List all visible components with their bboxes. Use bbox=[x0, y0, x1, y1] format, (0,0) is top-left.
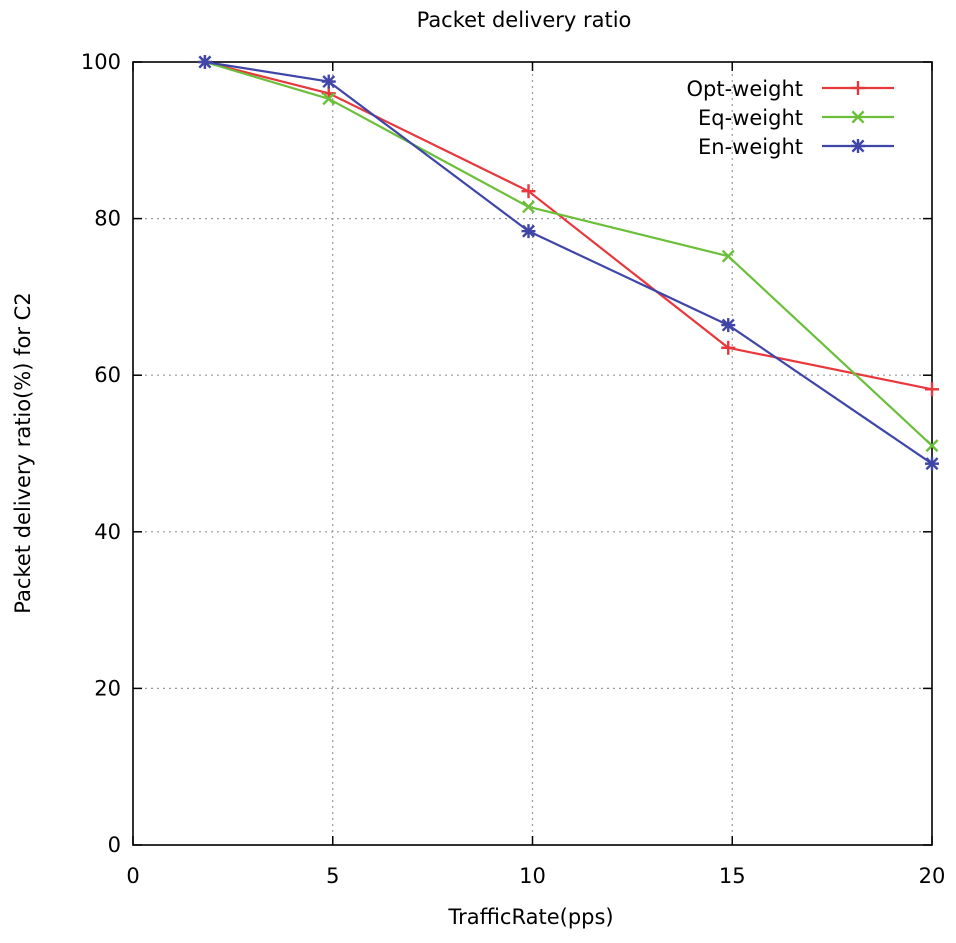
data-point bbox=[321, 74, 336, 89]
legend-label: Opt-weight bbox=[687, 77, 803, 101]
grid-lines bbox=[133, 62, 932, 845]
legend-entry: Opt-weight bbox=[687, 77, 894, 101]
data-point bbox=[521, 224, 536, 239]
series-en-weight bbox=[197, 55, 939, 471]
y-tick-label: 0 bbox=[108, 833, 121, 857]
y-tick-label: 80 bbox=[94, 207, 121, 231]
marker-stroke bbox=[198, 55, 212, 69]
series-line-opt-weight bbox=[204, 60, 933, 391]
series-line-en-weight bbox=[204, 60, 933, 465]
x-tick-label: 20 bbox=[919, 864, 946, 888]
marker-stroke bbox=[851, 110, 865, 124]
marker-stroke bbox=[721, 318, 735, 332]
marker-stroke bbox=[522, 200, 535, 214]
legend: Opt-weight Eq-weight En-weight bbox=[687, 77, 894, 159]
axes: 0 5 10 15 20 0 20 40 60 80 100 bbox=[81, 50, 945, 888]
series-opt-weight bbox=[197, 55, 939, 397]
marker-stroke bbox=[851, 139, 865, 153]
marker-stroke bbox=[322, 75, 336, 89]
x-tick-label: 10 bbox=[519, 864, 546, 888]
series-group bbox=[197, 55, 939, 471]
data-point bbox=[925, 456, 939, 471]
legend-label: Eq-weight bbox=[698, 106, 803, 130]
data-point bbox=[322, 92, 336, 106]
legend-label: En-weight bbox=[698, 135, 803, 159]
chart-title: Packet delivery ratio bbox=[417, 8, 632, 32]
data-point bbox=[521, 184, 536, 199]
marker-stroke bbox=[925, 457, 939, 471]
y-tick-label: 20 bbox=[94, 676, 121, 700]
y-tick-label: 100 bbox=[81, 50, 121, 74]
legend-marker bbox=[851, 81, 865, 95]
data-point bbox=[721, 318, 736, 333]
legend-entry: Eq-weight bbox=[698, 106, 894, 130]
marker-stroke bbox=[721, 249, 735, 263]
marker-stroke bbox=[925, 439, 939, 453]
data-point bbox=[925, 439, 939, 453]
data-point bbox=[721, 340, 736, 355]
legend-entry: En-weight bbox=[698, 135, 894, 159]
data-point bbox=[197, 55, 212, 69]
x-tick-label: 0 bbox=[126, 864, 139, 888]
series-line-eq-weight bbox=[204, 60, 933, 447]
y-axis-label: Packet delivery ratio(%) for C2 bbox=[11, 292, 35, 613]
data-point bbox=[522, 200, 535, 214]
y-tick-label: 60 bbox=[94, 363, 121, 387]
x-tick-label: 15 bbox=[719, 864, 746, 888]
data-point bbox=[721, 249, 735, 263]
y-tick-label: 40 bbox=[94, 520, 121, 544]
marker-stroke bbox=[522, 224, 535, 238]
marker-stroke bbox=[322, 92, 336, 106]
legend-marker bbox=[851, 139, 865, 153]
data-point bbox=[925, 382, 939, 397]
x-tick-label: 5 bbox=[326, 864, 339, 888]
legend-marker bbox=[851, 110, 865, 124]
x-axis-label: TrafficRate(pps) bbox=[447, 905, 613, 929]
